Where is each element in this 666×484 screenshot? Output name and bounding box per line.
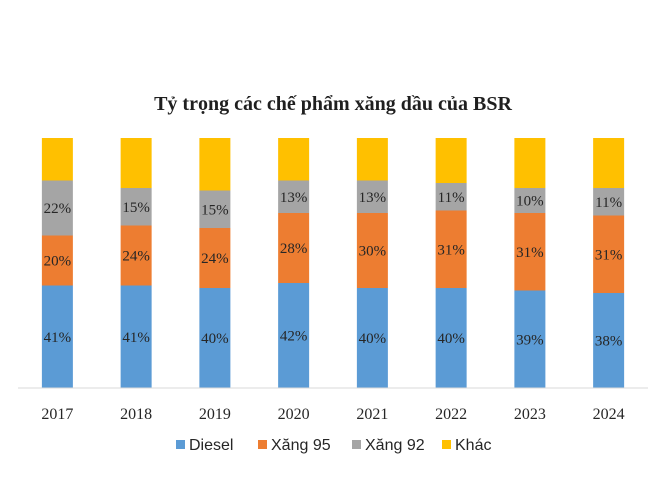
- data-label-xăng-92-2023: 10%: [516, 194, 544, 210]
- data-label-diesel-2019: 40%: [201, 331, 229, 347]
- x-tick-label-2021: 2021: [356, 406, 388, 423]
- legend-label-xăng-95: Xăng 95: [271, 437, 331, 454]
- bar-segment-xăng-92-2024: [593, 188, 625, 216]
- data-label-xăng-95-2024: 31%: [595, 247, 623, 263]
- bar-segment-khác-2024: [593, 138, 625, 188]
- data-label-diesel-2018: 41%: [122, 330, 150, 346]
- x-tick-label-2022: 2022: [435, 406, 467, 423]
- legend-swatch-diesel: [176, 440, 185, 449]
- bar-segment-diesel-2020: [278, 283, 310, 388]
- bar-segment-khác-2023: [514, 138, 546, 188]
- data-label-diesel-2024: 38%: [595, 334, 623, 350]
- bar-segment-diesel-2021: [356, 288, 388, 388]
- bar-segment-diesel-2017: [41, 285, 73, 388]
- bar-segment-xăng-95-2021: [356, 213, 388, 288]
- bar-segment-diesel-2018: [120, 285, 152, 388]
- legend-label-diesel: Diesel: [189, 437, 233, 454]
- plot-area: 41% 20% 22% 41% 24% 15% 40% 24% 15% 42% 28% 13% 40% 3…: [41, 138, 625, 388]
- bar-segment-xăng-95-2018: [120, 225, 152, 286]
- data-label-xăng-92-2022: 11%: [438, 190, 465, 206]
- x-axis-ticks: 2017 2018 2019 2020 2021 2022 2023 2024: [41, 406, 624, 423]
- bar-segment-xăng-95-2020: [278, 213, 310, 283]
- x-tick-label-2018: 2018: [120, 406, 152, 423]
- data-label-xăng-92-2020: 13%: [280, 190, 308, 206]
- bar-segment-xăng-92-2018: [120, 188, 152, 226]
- data-label-diesel-2020: 42%: [280, 329, 308, 345]
- bar-segment-xăng-92-2022: [435, 183, 467, 211]
- bar-segment-xăng-95-2023: [514, 213, 546, 291]
- data-label-diesel-2017: 41%: [44, 330, 72, 346]
- bar-segment-khác-2019: [199, 138, 231, 191]
- bar-segment-diesel-2023: [514, 290, 546, 388]
- legend-swatch-xăng-92: [352, 440, 361, 449]
- bar-segment-xăng-92-2017: [41, 180, 73, 236]
- legend-swatch-khác: [442, 440, 451, 449]
- bar-segment-xăng-95-2019: [199, 228, 231, 288]
- data-label-xăng-95-2017: 20%: [44, 254, 72, 270]
- data-label-xăng-95-2022: 31%: [437, 242, 465, 258]
- bar-segment-xăng-95-2022: [435, 210, 467, 288]
- bar-segment-xăng-92-2021: [356, 180, 388, 213]
- legend-label-khác: Khác: [455, 437, 491, 454]
- bar-segment-xăng-92-2020: [278, 180, 310, 213]
- bar-segment-xăng-92-2019: [199, 190, 231, 228]
- data-label-xăng-92-2024: 11%: [595, 195, 622, 211]
- data-label-xăng-92-2017: 22%: [44, 201, 72, 217]
- bar-segment-xăng-95-2024: [593, 215, 625, 293]
- bar-segment-khác-2022: [435, 138, 467, 183]
- bar-segment-diesel-2022: [435, 288, 467, 388]
- legend: Diesel Xăng 95 Xăng 92 Khác: [176, 437, 491, 454]
- x-tick-label-2017: 2017: [41, 406, 73, 423]
- data-label-xăng-92-2019: 15%: [201, 202, 229, 218]
- chart-title: Tỷ trọng các chế phẩm xăng dầu của BSR: [154, 93, 512, 115]
- data-label-xăng-95-2020: 28%: [280, 241, 308, 257]
- data-label-diesel-2023: 39%: [516, 332, 544, 348]
- legend-label-xăng-92: Xăng 92: [365, 437, 425, 454]
- x-tick-label-2019: 2019: [199, 406, 231, 423]
- bar-segment-diesel-2024: [593, 293, 625, 388]
- bar-segment-khác-2017: [41, 138, 73, 181]
- x-tick-label-2023: 2023: [514, 406, 546, 423]
- bar-segment-khác-2020: [278, 138, 310, 181]
- data-label-xăng-95-2018: 24%: [122, 249, 150, 265]
- data-label-xăng-95-2019: 24%: [201, 251, 229, 267]
- bar-segment-khác-2018: [120, 138, 152, 188]
- bar-segment-xăng-95-2017: [41, 235, 73, 286]
- x-tick-label-2024: 2024: [593, 406, 625, 423]
- legend-swatch-xăng-95: [258, 440, 267, 449]
- bar-segment-diesel-2019: [199, 288, 231, 388]
- data-label-diesel-2021: 40%: [359, 331, 387, 347]
- data-label-xăng-92-2018: 15%: [122, 200, 150, 216]
- data-label-xăng-95-2021: 30%: [359, 244, 387, 260]
- data-label-xăng-92-2021: 13%: [359, 190, 387, 206]
- data-label-diesel-2022: 40%: [437, 331, 465, 347]
- bar-segment-xăng-92-2023: [514, 188, 546, 213]
- data-label-xăng-95-2023: 31%: [516, 245, 544, 261]
- bar-segment-khác-2021: [356, 138, 388, 181]
- x-tick-label-2020: 2020: [278, 406, 310, 423]
